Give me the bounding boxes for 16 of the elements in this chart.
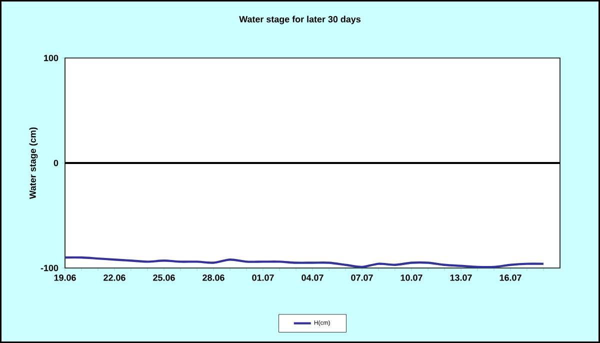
x-tick-label: 16.07 [500, 274, 522, 281]
x-tick-label: 04.07 [302, 274, 324, 281]
x-tick-label: 13.07 [450, 274, 472, 281]
x-tick-label: 01.07 [252, 274, 274, 281]
x-tick-label: 22.06 [104, 274, 126, 281]
x-tick-label: 28.06 [202, 274, 224, 281]
y-tick-label: -100 [40, 264, 58, 272]
x-tick-label: 19.06 [54, 274, 76, 281]
y-tick-label: 100 [44, 54, 58, 62]
x-tick-label: 25.06 [153, 274, 175, 281]
line-series [65, 256, 545, 268]
y-tick-label: 0 [54, 160, 58, 166]
x-tick-label: 10.07 [400, 274, 422, 281]
y-axis-title: Water stage (cm) [29, 127, 38, 199]
chart-title: Water stage for later 30 days [239, 16, 361, 24]
x-tick-label: 07.07 [351, 274, 373, 281]
